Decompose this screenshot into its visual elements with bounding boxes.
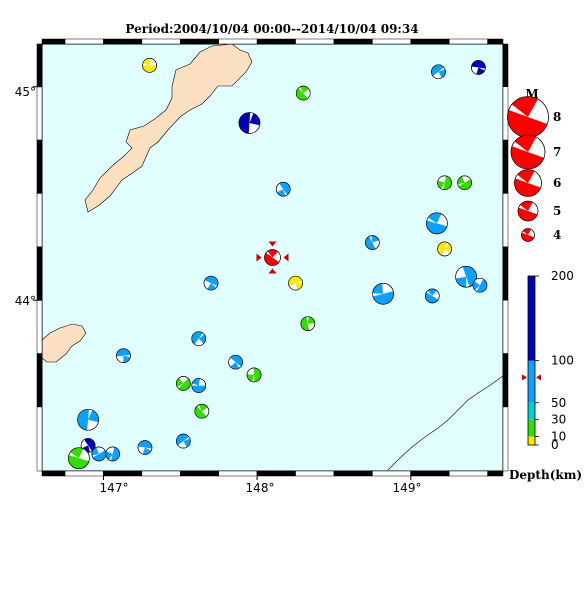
event-beachball [228, 354, 243, 370]
figure-title: Period:2004/10/04 00:00--2014/10/04 09:3… [125, 22, 418, 36]
depth-tick-label: 50 [551, 396, 566, 410]
event-beachball [194, 403, 210, 419]
event-beachball [275, 181, 291, 197]
event-beachball [300, 316, 316, 331]
depth-marker-right [536, 374, 541, 381]
event-beachball [80, 438, 96, 453]
depth-tick-label: 30 [551, 413, 566, 427]
event-beachball [425, 288, 440, 304]
trench-line [387, 375, 504, 471]
event-beachball [437, 175, 452, 191]
magnitude-legend-ball [510, 134, 546, 170]
event-beachball [68, 447, 90, 469]
target-marker-right [283, 253, 289, 262]
event-beachball [176, 376, 191, 391]
event-beachball [176, 433, 191, 449]
depth-axis-title: Depth(km) [509, 468, 582, 482]
magnitude-legend-label: 8 [553, 110, 561, 124]
colorbar-segment [528, 360, 535, 403]
colorbar-segment [528, 419, 535, 437]
event-beachball [246, 367, 262, 383]
event-beachball [116, 348, 131, 364]
magnitude-legend-label: 6 [553, 176, 561, 190]
land-shikotan [41, 323, 87, 363]
lat-tick-label: 45° [15, 85, 36, 99]
event-beachball [472, 277, 488, 293]
event-beachball [372, 282, 394, 305]
event-beachball [91, 446, 107, 462]
event-beachball [137, 440, 153, 455]
event-beachball [203, 275, 219, 291]
depth-tick-label: 200 [551, 269, 574, 283]
event-beachball [288, 275, 303, 291]
map-panel [33, 38, 509, 480]
target-marker-bottom [268, 268, 277, 274]
magnitude-legend-ball [507, 96, 549, 138]
event-beachball [77, 408, 99, 431]
target-marker-top [268, 241, 277, 247]
lon-tick-label: 149° [393, 481, 422, 495]
colorbar-segment [528, 436, 535, 445]
colorbar-segment [528, 276, 535, 361]
depth-marker-left [522, 374, 527, 381]
event-beachball [238, 112, 261, 134]
land-kunashir-iturup [84, 43, 253, 213]
event-beachball [457, 175, 472, 191]
event-beachball [455, 265, 477, 288]
magnitude-legend-ball [517, 200, 539, 222]
events-layer [68, 58, 488, 469]
map-frame [33, 38, 509, 480]
magnitude-legend-ball [514, 169, 542, 197]
event-beachball [365, 235, 380, 250]
event-beachball [105, 446, 120, 462]
depth-colorbar: 010 30 50 100 200 Depth(km) [509, 269, 582, 482]
event-beachball [191, 331, 207, 346]
event-beachball [142, 58, 157, 73]
lat-tick-label: 44° [15, 294, 36, 308]
event-beachball [471, 60, 486, 75]
colorbar-segment [528, 402, 535, 420]
magnitude-legend-ball [521, 228, 535, 242]
event-beachball [437, 241, 452, 257]
depth-tick-label: 10 [551, 430, 566, 444]
longitude-labels: 147° 148° 149° [100, 481, 422, 495]
event-beachball [426, 212, 448, 235]
magnitude-legend-label: 4 [553, 228, 561, 242]
lon-tick-label: 147° [100, 481, 129, 495]
target-event [256, 241, 289, 274]
latitude-labels: 44° 45° [15, 85, 36, 308]
magnitude-legend-label: 5 [553, 204, 561, 218]
event-beachball [431, 64, 446, 80]
lon-tick-label: 148° [246, 481, 275, 495]
depth-tick-label: 100 [551, 354, 574, 368]
event-beachball [295, 85, 311, 101]
event-beachball [191, 378, 207, 393]
magnitude-legend-label: 7 [553, 145, 561, 159]
target-beachball [264, 249, 281, 266]
target-marker-left [256, 253, 262, 262]
depth-tick-label: 0 [551, 438, 559, 452]
